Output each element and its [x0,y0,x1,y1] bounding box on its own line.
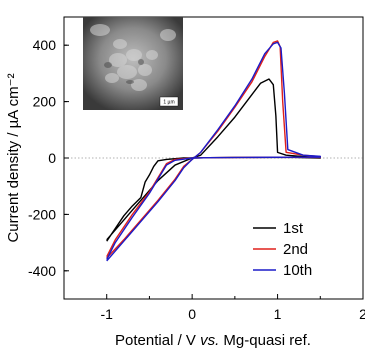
scale-bar-box [159,96,179,107]
legend-label: 2nd [283,241,308,258]
x-axis-label: Potential / V vs. Mg-quasi ref. [115,332,311,349]
x-tick-label: 1 [274,306,282,322]
x-tick-label: 2 [359,306,365,322]
y-tick-label: -200 [28,206,56,222]
legend: 1st 2nd 10th [253,220,312,279]
sem-grain-texture [90,24,176,91]
y-tick-label: -400 [28,263,56,279]
x-tick-label: -1 [100,306,113,322]
x-tick-label: 0 [188,306,196,322]
sem-inset-image: 1 µm [83,17,183,110]
y-tick-label: 0 [48,150,56,166]
series-line-2nd [106,40,321,259]
scale-bar-label: 1 µm [163,100,174,106]
series-line-10th [106,41,321,262]
y-tick-label: 400 [33,37,57,53]
legend-label: 1st [283,220,304,237]
y-axis-ticks: -400 -200 0 200 400 [28,37,69,279]
y-axis-label: Current density / µA cm⁻² [5,73,22,242]
x-axis-ticks: -1 0 1 2 [63,294,365,322]
series-group [106,40,321,262]
y-tick-label: 200 [33,94,57,110]
legend-label: 10th [283,262,312,279]
